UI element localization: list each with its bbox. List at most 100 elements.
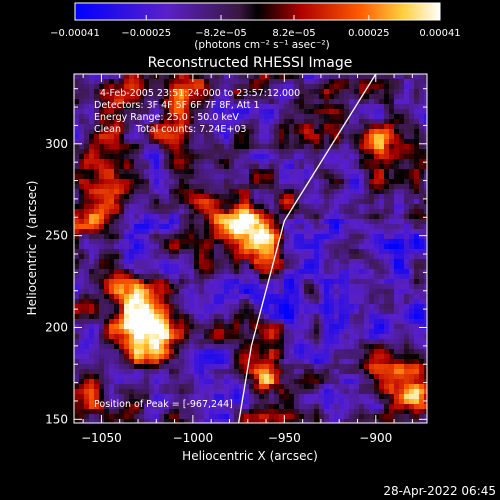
heatmap-cell <box>189 289 194 294</box>
heatmap-cell <box>254 129 259 134</box>
heatmap-cell <box>189 109 194 114</box>
heatmap-cell <box>174 394 179 399</box>
heatmap-cell <box>294 274 299 279</box>
heatmap-cell <box>314 229 319 234</box>
heatmap-cell <box>309 364 314 369</box>
heatmap-cell <box>319 94 324 99</box>
heatmap-cell <box>154 219 159 224</box>
heatmap-cell <box>394 179 399 184</box>
heatmap-cell <box>339 179 344 184</box>
heatmap-cell <box>399 209 404 214</box>
heatmap-cell <box>219 129 224 134</box>
heatmap-cell <box>189 219 194 224</box>
heatmap-cell <box>134 209 139 214</box>
heatmap-cell <box>264 379 269 384</box>
heatmap-cell <box>264 234 269 239</box>
heatmap-cell <box>159 404 164 409</box>
heatmap-cell <box>139 269 144 274</box>
heatmap-cell <box>424 119 427 124</box>
heatmap-cell <box>149 419 154 423</box>
heatmap-cell <box>114 109 119 114</box>
heatmap-cell <box>329 94 334 99</box>
heatmap-cell <box>344 409 349 414</box>
heatmap-cell <box>244 144 249 149</box>
heatmap-cell <box>144 224 149 229</box>
heatmap-cell <box>174 279 179 284</box>
heatmap-cell <box>134 239 139 244</box>
heatmap-cell <box>214 309 219 314</box>
heatmap-cell <box>144 209 149 214</box>
heatmap-cell <box>79 219 84 224</box>
heatmap-cell <box>114 394 119 399</box>
heatmap-cell <box>144 269 149 274</box>
heatmap-cell <box>384 239 389 244</box>
heatmap-cell <box>354 84 359 89</box>
heatmap-cell <box>329 359 334 364</box>
heatmap-cell <box>124 254 129 259</box>
heatmap-cell <box>119 319 124 324</box>
heatmap-cell <box>374 299 379 304</box>
heatmap-cell <box>304 369 309 374</box>
heatmap-cell <box>324 309 329 314</box>
heatmap-cell <box>244 254 249 259</box>
heatmap-cell <box>274 144 279 149</box>
heatmap-cell <box>174 264 179 269</box>
heatmap-cell <box>189 244 194 249</box>
heatmap-cell <box>389 124 394 129</box>
heatmap-cell <box>99 239 104 244</box>
heatmap-cell <box>349 189 354 194</box>
heatmap-cell <box>254 184 259 189</box>
heatmap-cell <box>359 104 364 109</box>
heatmap-cell <box>104 189 109 194</box>
heatmap-cell <box>394 149 399 154</box>
heatmap-cell <box>159 239 164 244</box>
heatmap-cell <box>339 259 344 264</box>
heatmap-cell <box>399 144 404 149</box>
heatmap-cell <box>219 409 224 414</box>
heatmap-cell <box>329 159 334 164</box>
heatmap-cell <box>284 174 289 179</box>
heatmap-cell <box>299 349 304 354</box>
heatmap-cell <box>274 264 279 269</box>
heatmap-cell <box>404 179 409 184</box>
heatmap-cell <box>104 204 109 209</box>
heatmap-cell <box>244 414 249 419</box>
heatmap-cell <box>254 144 259 149</box>
heatmap-cell <box>284 329 289 334</box>
heatmap-cell <box>139 289 144 294</box>
heatmap-cell <box>249 319 254 324</box>
heatmap-cell <box>419 89 424 94</box>
heatmap-cell <box>244 344 249 349</box>
heatmap-cell <box>324 79 329 84</box>
heatmap-cell <box>229 299 234 304</box>
heatmap-cell <box>159 299 164 304</box>
heatmap-cell <box>179 79 184 84</box>
heatmap-cell <box>304 244 309 249</box>
heatmap-cell <box>289 84 294 89</box>
heatmap-cell <box>114 379 119 384</box>
heatmap-cell <box>334 344 339 349</box>
heatmap-cell <box>169 289 174 294</box>
heatmap-cell <box>134 184 139 189</box>
heatmap-cell <box>374 104 379 109</box>
heatmap-cell <box>394 154 399 159</box>
heatmap-cell <box>119 394 124 399</box>
heatmap-cell <box>344 194 349 199</box>
heatmap-cell <box>259 139 264 144</box>
heatmap-cell <box>254 79 259 84</box>
heatmap-cell <box>219 74 224 79</box>
heatmap-cell <box>304 289 309 294</box>
heatmap-cell <box>279 169 284 174</box>
heatmap-cell <box>304 229 309 234</box>
heatmap-cell <box>134 269 139 274</box>
heatmap-cell <box>314 354 319 359</box>
heatmap-cell <box>404 154 409 159</box>
heatmap-cell <box>354 374 359 379</box>
heatmap-cell <box>169 374 174 379</box>
heatmap-cell <box>254 204 259 209</box>
heatmap-cell <box>414 394 419 399</box>
heatmap-cell <box>134 409 139 414</box>
heatmap-cell <box>174 379 179 384</box>
heatmap-cell <box>184 99 189 104</box>
heatmap-cell <box>289 79 294 84</box>
